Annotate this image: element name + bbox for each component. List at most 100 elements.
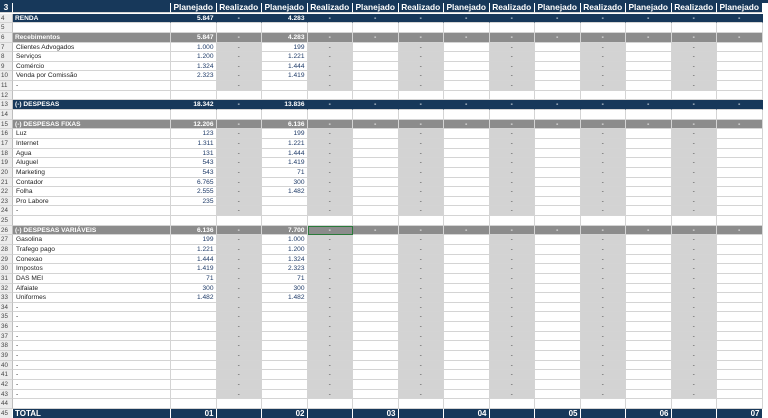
value-cell[interactable] bbox=[535, 322, 581, 332]
row-label[interactable]: Venda por Comissão bbox=[13, 71, 171, 82]
value-cell[interactable]: - bbox=[398, 273, 444, 284]
row-label[interactable]: Agua bbox=[13, 148, 171, 159]
value-cell[interactable] bbox=[444, 264, 490, 274]
value-cell[interactable]: 12.206 bbox=[171, 119, 217, 130]
value-cell[interactable] bbox=[444, 360, 490, 371]
row-number[interactable]: 39 bbox=[0, 351, 13, 361]
value-cell[interactable]: - bbox=[307, 167, 353, 178]
month-number[interactable]: 03 bbox=[353, 408, 399, 418]
row-label[interactable]: Gasolina bbox=[13, 235, 171, 245]
value-cell[interactable] bbox=[580, 90, 626, 101]
value-cell[interactable] bbox=[171, 110, 217, 120]
value-cell[interactable] bbox=[444, 71, 490, 82]
value-cell[interactable]: 5.847 bbox=[171, 32, 217, 43]
value-cell[interactable]: - bbox=[398, 235, 444, 245]
value-cell[interactable]: - bbox=[671, 235, 717, 245]
value-cell[interactable]: - bbox=[216, 283, 262, 294]
value-cell[interactable]: 199 bbox=[171, 235, 217, 245]
value-cell[interactable]: - bbox=[489, 71, 535, 82]
value-cell[interactable]: - bbox=[398, 370, 444, 380]
value-cell[interactable] bbox=[626, 216, 672, 226]
value-cell[interactable]: - bbox=[216, 331, 262, 342]
month-number[interactable]: 07 bbox=[717, 408, 763, 418]
value-cell[interactable] bbox=[171, 216, 217, 226]
value-cell[interactable] bbox=[535, 42, 581, 53]
row-number[interactable]: 12 bbox=[0, 90, 13, 101]
value-cell[interactable]: - bbox=[398, 81, 444, 91]
row-number[interactable]: 43 bbox=[0, 389, 13, 400]
value-cell[interactable] bbox=[626, 158, 672, 168]
column-header[interactable]: Planejado bbox=[626, 3, 672, 13]
value-cell[interactable] bbox=[216, 216, 262, 226]
row-label[interactable]: Uniformes bbox=[13, 293, 171, 303]
value-cell[interactable] bbox=[626, 90, 672, 101]
month-number[interactable] bbox=[580, 408, 626, 418]
value-cell[interactable] bbox=[262, 370, 308, 380]
value-cell[interactable] bbox=[626, 264, 672, 274]
value-cell[interactable]: 13.836 bbox=[262, 100, 308, 111]
value-cell[interactable]: - bbox=[216, 351, 262, 361]
value-cell[interactable] bbox=[717, 138, 763, 149]
value-cell[interactable]: - bbox=[580, 235, 626, 245]
value-cell[interactable] bbox=[353, 216, 399, 226]
value-cell[interactable] bbox=[626, 23, 672, 33]
value-cell[interactable] bbox=[626, 254, 672, 265]
value-cell[interactable]: - bbox=[535, 100, 581, 111]
value-cell[interactable] bbox=[444, 158, 490, 168]
value-cell[interactable] bbox=[353, 254, 399, 265]
value-cell[interactable] bbox=[216, 399, 262, 409]
value-cell[interactable] bbox=[262, 389, 308, 400]
value-cell[interactable] bbox=[353, 129, 399, 139]
value-cell[interactable]: - bbox=[535, 32, 581, 43]
value-cell[interactable]: - bbox=[626, 100, 672, 111]
value-cell[interactable] bbox=[535, 23, 581, 33]
value-cell[interactable] bbox=[171, 322, 217, 332]
column-header[interactable]: Planejado bbox=[262, 3, 308, 13]
value-cell[interactable]: 71 bbox=[262, 167, 308, 178]
row-label[interactable]: Aluguel bbox=[13, 158, 171, 168]
value-cell[interactable]: 1.221 bbox=[171, 245, 217, 255]
value-cell[interactable]: - bbox=[216, 100, 262, 111]
value-cell[interactable]: 1.444 bbox=[262, 148, 308, 159]
value-cell[interactable]: - bbox=[717, 32, 763, 43]
row-label[interactable]: - bbox=[13, 370, 171, 380]
value-cell[interactable]: - bbox=[671, 42, 717, 53]
value-cell[interactable] bbox=[717, 148, 763, 159]
value-cell[interactable] bbox=[262, 23, 308, 33]
value-cell[interactable] bbox=[444, 379, 490, 390]
value-cell[interactable]: - bbox=[398, 206, 444, 217]
value-cell[interactable]: - bbox=[489, 322, 535, 332]
value-cell[interactable] bbox=[353, 187, 399, 197]
row-number[interactable]: 22 bbox=[0, 187, 13, 197]
value-cell[interactable] bbox=[353, 61, 399, 72]
value-cell[interactable]: 2.323 bbox=[262, 264, 308, 274]
value-cell[interactable] bbox=[262, 379, 308, 390]
value-cell[interactable] bbox=[626, 148, 672, 159]
value-cell[interactable] bbox=[717, 399, 763, 409]
value-cell[interactable]: - bbox=[307, 293, 353, 303]
value-cell[interactable] bbox=[626, 370, 672, 380]
value-cell[interactable]: - bbox=[398, 351, 444, 361]
value-cell[interactable]: 1.200 bbox=[171, 52, 217, 62]
value-cell[interactable]: - bbox=[216, 206, 262, 217]
value-cell[interactable]: - bbox=[580, 360, 626, 371]
value-cell[interactable] bbox=[171, 312, 217, 323]
value-cell[interactable] bbox=[262, 341, 308, 352]
row-label[interactable]: - bbox=[13, 206, 171, 217]
value-cell[interactable]: - bbox=[580, 138, 626, 149]
value-cell[interactable]: 4.283 bbox=[262, 32, 308, 43]
value-cell[interactable] bbox=[580, 23, 626, 33]
value-cell[interactable]: - bbox=[671, 225, 717, 236]
value-cell[interactable]: - bbox=[398, 312, 444, 323]
value-cell[interactable] bbox=[444, 167, 490, 178]
value-cell[interactable] bbox=[489, 110, 535, 120]
value-cell[interactable]: - bbox=[671, 13, 717, 24]
value-cell[interactable]: - bbox=[398, 322, 444, 332]
value-cell[interactable]: - bbox=[398, 196, 444, 207]
value-cell[interactable]: - bbox=[307, 71, 353, 82]
value-cell[interactable]: - bbox=[489, 177, 535, 188]
value-cell[interactable]: - bbox=[216, 322, 262, 332]
row-number[interactable]: 19 bbox=[0, 158, 13, 168]
value-cell[interactable]: - bbox=[307, 81, 353, 91]
value-cell[interactable]: - bbox=[307, 13, 353, 24]
